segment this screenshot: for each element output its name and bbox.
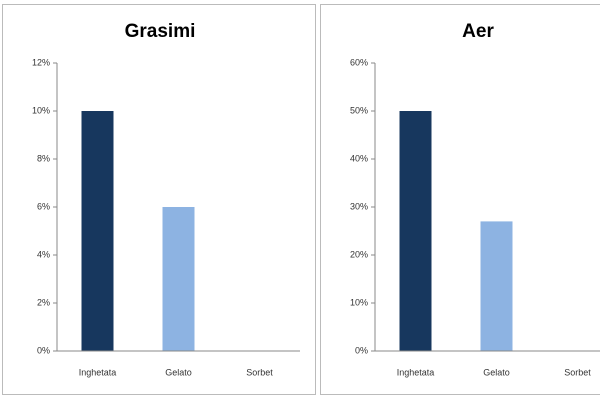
y-tick-label: 10% — [350, 297, 368, 307]
y-tick-label: 10% — [32, 105, 50, 115]
y-tick-label: 50% — [350, 105, 368, 115]
y-tick-label: 60% — [350, 57, 368, 67]
x-tick-label: Sorbet — [564, 367, 591, 377]
y-tick-label: 2% — [37, 297, 50, 307]
panel — [320, 4, 600, 395]
y-tick-label: 30% — [350, 201, 368, 211]
y-tick-label: 20% — [350, 249, 368, 259]
x-tick-label: Sorbet — [246, 367, 273, 377]
y-tick-label: 12% — [32, 57, 50, 67]
y-tick-label: 0% — [37, 345, 50, 355]
panel — [2, 4, 316, 395]
x-tick-label: Inghetata — [397, 367, 435, 377]
bar — [399, 111, 432, 351]
y-tick-label: 0% — [355, 345, 368, 355]
x-tick-label: Inghetata — [79, 367, 117, 377]
y-tick-label: 6% — [37, 201, 50, 211]
bar — [480, 221, 513, 351]
chart-title: Grasimi — [125, 21, 196, 42]
bar — [81, 111, 114, 351]
chart-title: Aer — [462, 21, 494, 42]
x-tick-label: Gelato — [483, 367, 510, 377]
bar — [162, 207, 195, 351]
y-tick-label: 4% — [37, 249, 50, 259]
x-tick-label: Gelato — [165, 367, 192, 377]
y-tick-label: 40% — [350, 153, 368, 163]
y-tick-label: 8% — [37, 153, 50, 163]
